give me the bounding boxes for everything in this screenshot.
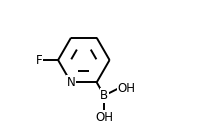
Text: N: N xyxy=(67,76,75,89)
Text: F: F xyxy=(36,54,43,67)
Text: OH: OH xyxy=(117,82,135,95)
Text: B: B xyxy=(100,89,108,102)
Text: OH: OH xyxy=(95,111,113,124)
